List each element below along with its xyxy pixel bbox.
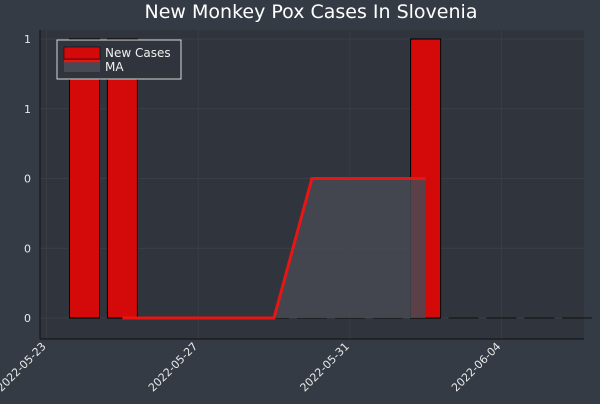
- x-tick-label: 2022-06-04: [449, 340, 503, 394]
- ma-area: [122, 178, 426, 318]
- x-tick-label: 2022-05-31: [298, 340, 352, 394]
- legend-swatch-new-cases: [63, 46, 101, 60]
- y-tick-label: 1: [24, 103, 31, 116]
- legend-box: [56, 39, 182, 80]
- y-tick-label: 0: [24, 242, 31, 255]
- y-tick-label: 1: [24, 33, 31, 46]
- x-tick-label: 2022-05-27: [146, 340, 200, 394]
- chart-title: New Monkey Pox Cases In Slovenia: [145, 1, 478, 23]
- x-tick-label: 2022-05-23: [0, 340, 49, 394]
- legend-swatch-ma-fill: [64, 61, 100, 72]
- ma-line: [122, 177, 426, 320]
- bar: [69, 38, 100, 319]
- bar: [106, 38, 138, 319]
- y-tick-label: 0: [24, 173, 31, 186]
- legend-label-ma: MA: [105, 60, 124, 74]
- legend-label-new-cases: New Cases: [105, 46, 171, 60]
- y-tick-label: 0: [24, 312, 31, 325]
